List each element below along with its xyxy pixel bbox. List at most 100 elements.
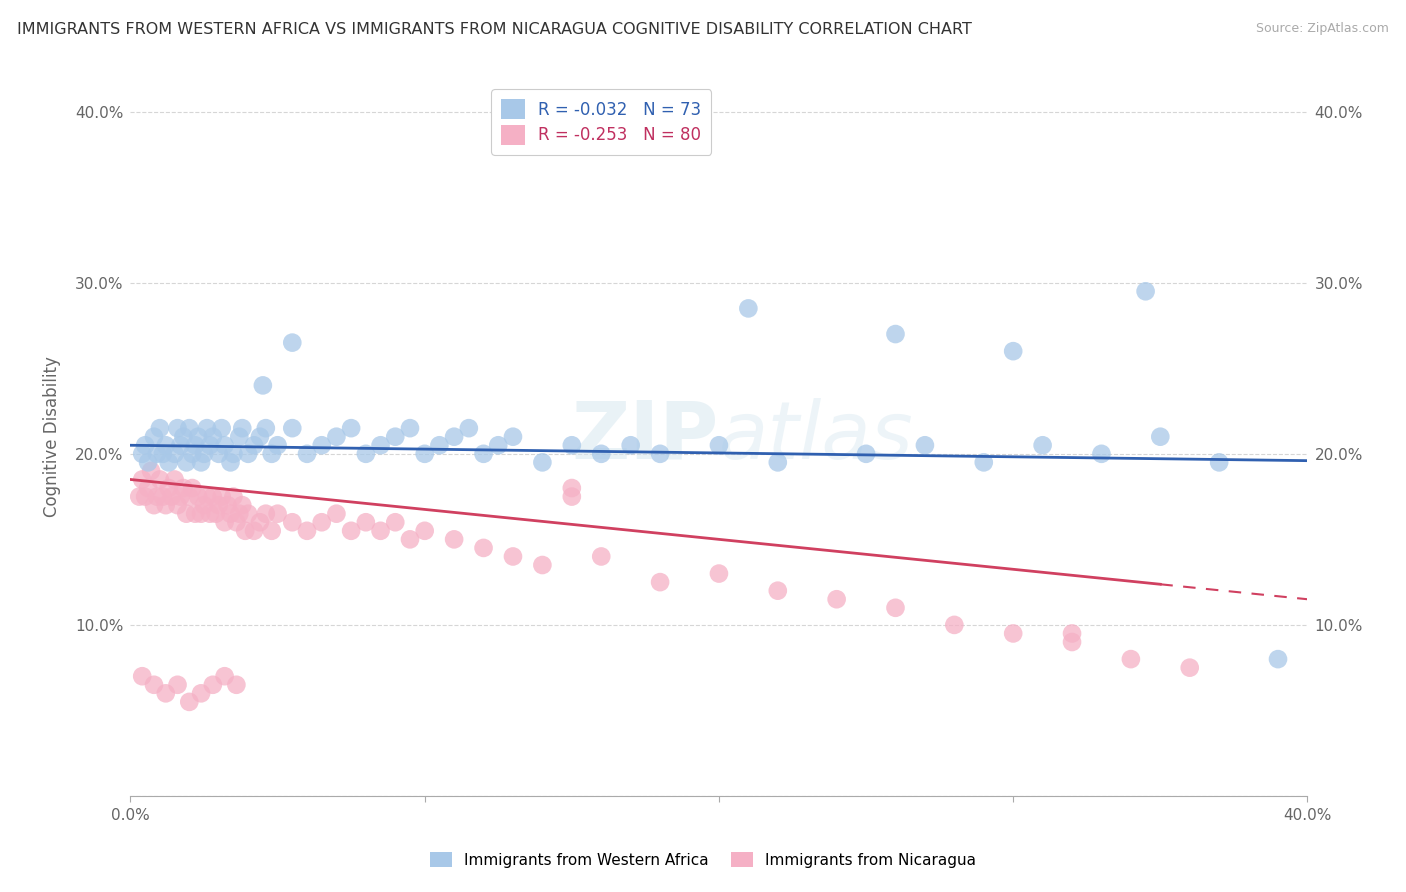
Point — [155, 498, 177, 512]
Point — [222, 490, 245, 504]
Point — [325, 430, 347, 444]
Point — [384, 430, 406, 444]
Point — [384, 515, 406, 529]
Point — [370, 438, 392, 452]
Point — [295, 447, 318, 461]
Point — [648, 447, 671, 461]
Point — [1208, 455, 1230, 469]
Point — [340, 421, 363, 435]
Point — [225, 678, 247, 692]
Point — [281, 515, 304, 529]
Point — [179, 695, 201, 709]
Point — [231, 421, 253, 435]
Text: atlas: atlas — [718, 398, 914, 475]
Point — [266, 438, 288, 452]
Point — [184, 507, 207, 521]
Point — [166, 421, 188, 435]
Point — [914, 438, 936, 452]
Point — [737, 301, 759, 316]
Point — [429, 438, 451, 452]
Point — [214, 669, 236, 683]
Point — [1002, 626, 1025, 640]
Point — [340, 524, 363, 538]
Point — [214, 438, 236, 452]
Point — [131, 447, 153, 461]
Point — [136, 481, 159, 495]
Point — [1032, 438, 1054, 452]
Point — [195, 421, 218, 435]
Point — [766, 455, 789, 469]
Point — [354, 515, 377, 529]
Point — [260, 447, 283, 461]
Point — [943, 618, 966, 632]
Point — [281, 335, 304, 350]
Point — [561, 438, 583, 452]
Point — [236, 447, 259, 461]
Point — [648, 575, 671, 590]
Point — [128, 490, 150, 504]
Point — [561, 481, 583, 495]
Point — [228, 430, 250, 444]
Point — [193, 498, 215, 512]
Point — [502, 549, 524, 564]
Point — [561, 490, 583, 504]
Point — [187, 430, 209, 444]
Point — [243, 524, 266, 538]
Point — [620, 438, 643, 452]
Point — [184, 438, 207, 452]
Point — [198, 507, 221, 521]
Point — [766, 583, 789, 598]
Point — [169, 438, 191, 452]
Point — [190, 455, 212, 469]
Point — [208, 498, 231, 512]
Point — [195, 490, 218, 504]
Legend: Immigrants from Western Africa, Immigrants from Nicaragua: Immigrants from Western Africa, Immigran… — [425, 846, 981, 873]
Point — [181, 447, 204, 461]
Point — [134, 490, 156, 504]
Point — [354, 447, 377, 461]
Point — [884, 600, 907, 615]
Point — [281, 421, 304, 435]
Point — [1135, 285, 1157, 299]
Point — [136, 455, 159, 469]
Point — [211, 490, 233, 504]
Point — [166, 678, 188, 692]
Point — [457, 421, 479, 435]
Y-axis label: Cognitive Disability: Cognitive Disability — [44, 356, 60, 517]
Point — [179, 421, 201, 435]
Point — [254, 421, 277, 435]
Point — [443, 533, 465, 547]
Point — [134, 438, 156, 452]
Point — [131, 473, 153, 487]
Point — [266, 507, 288, 521]
Point — [243, 438, 266, 452]
Point — [222, 447, 245, 461]
Point — [1267, 652, 1289, 666]
Point — [973, 455, 995, 469]
Point — [172, 430, 194, 444]
Point — [231, 498, 253, 512]
Point — [176, 455, 198, 469]
Point — [855, 447, 877, 461]
Point — [152, 447, 174, 461]
Point — [155, 438, 177, 452]
Point — [190, 686, 212, 700]
Point — [157, 481, 180, 495]
Point — [143, 678, 166, 692]
Point — [254, 507, 277, 521]
Point — [413, 447, 436, 461]
Point — [295, 524, 318, 538]
Point — [163, 447, 186, 461]
Point — [260, 524, 283, 538]
Point — [149, 421, 172, 435]
Point — [486, 438, 509, 452]
Point — [228, 507, 250, 521]
Point — [225, 515, 247, 529]
Point — [1119, 652, 1142, 666]
Point — [201, 678, 224, 692]
Point — [1149, 430, 1171, 444]
Point — [219, 455, 242, 469]
Point — [201, 430, 224, 444]
Point — [204, 507, 226, 521]
Point — [591, 549, 613, 564]
